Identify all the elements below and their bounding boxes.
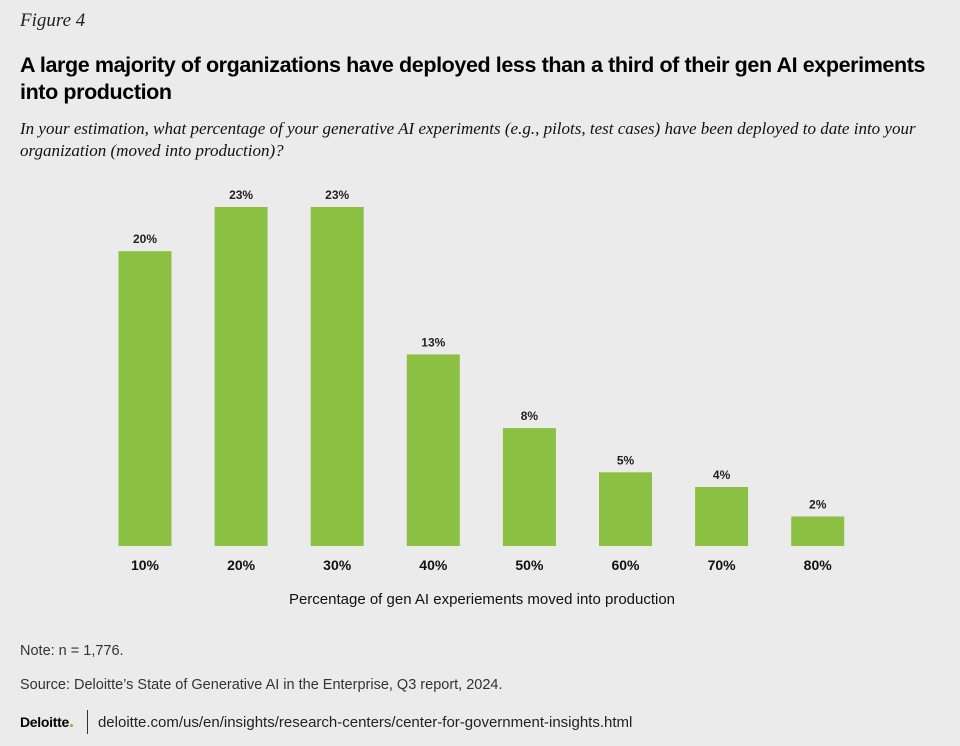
data-label: 23% (229, 188, 253, 202)
x-tick-label: 30% (323, 557, 352, 573)
bar-20% (214, 207, 268, 546)
footer: Deloitte deloitte.com/us/en/insights/res… (20, 709, 632, 735)
bar-50% (502, 428, 556, 546)
data-label: 2% (809, 498, 827, 512)
x-axis-label: Percentage of gen AI experiements moved … (289, 591, 675, 608)
data-label: 23% (325, 188, 349, 202)
bar-40% (406, 354, 460, 546)
x-tick-label: 80% (804, 557, 833, 573)
data-label: 4% (713, 468, 731, 482)
bar-80% (791, 516, 845, 546)
x-tick-label: 10% (131, 557, 160, 573)
bar-60% (599, 472, 652, 546)
data-label: 13% (421, 335, 445, 349)
x-tick-label: 60% (611, 557, 640, 573)
x-tick-label: 20% (227, 557, 256, 573)
bar-chart: 20% 23% 23% 13% 8% 5% 4% 2% 10% 20% 30% 40% 50% 60% 7… (118, 188, 845, 608)
x-tick-label: 50% (515, 557, 544, 573)
deloitte-logo: Deloitte (20, 714, 73, 730)
data-label: 5% (617, 453, 635, 467)
figure-label: Figure 4 (20, 10, 86, 31)
x-tick-label: 40% (419, 557, 448, 573)
source: Source: Deloitte’s State of Generative A… (20, 677, 503, 693)
data-label: 20% (133, 232, 157, 246)
chart-subtitle: In your estimation, what percentage of y… (20, 119, 916, 160)
bar-10% (118, 251, 172, 546)
bar-30% (310, 207, 364, 546)
note: Note: n = 1,776. (20, 643, 124, 659)
data-label: 8% (521, 409, 539, 423)
logo-dot-icon (69, 724, 73, 727)
bar-70% (695, 487, 749, 546)
x-tick-label: 70% (708, 557, 737, 573)
chart-title: A large majority of organizations have d… (20, 53, 926, 104)
footer-divider (86, 710, 88, 734)
footer-url[interactable]: deloitte.com/us/en/insights/research-cen… (97, 713, 633, 731)
